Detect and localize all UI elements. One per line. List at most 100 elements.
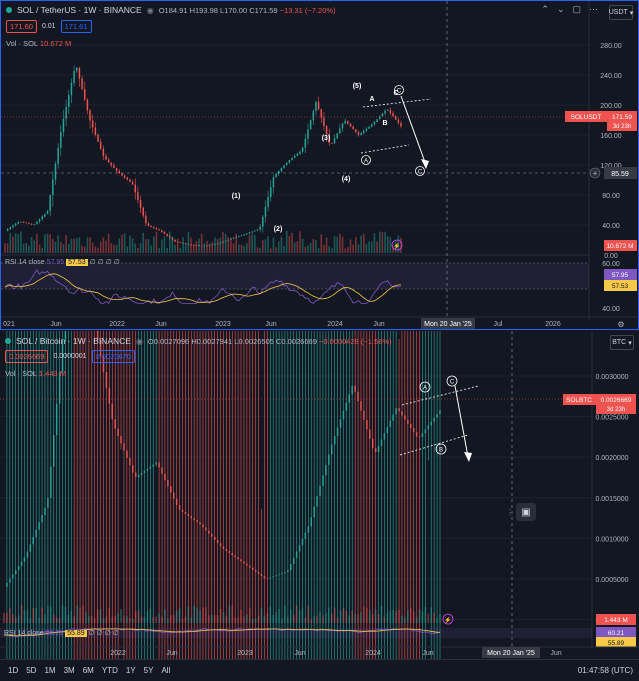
volume-legend-btc[interactable]: Vol · SOL 1.443 M xyxy=(5,369,67,378)
solbtc-candle xyxy=(47,497,49,508)
symbol-price-tag-bg xyxy=(565,111,607,122)
solusdt-candle xyxy=(214,244,216,245)
ask-price-btc[interactable]: 0.0026670 xyxy=(91,350,135,363)
arrow-down-icon[interactable]: ⌄ xyxy=(556,4,565,14)
timeframe-1m[interactable]: 1M xyxy=(44,666,56,675)
rsi-tag2-bg xyxy=(596,637,636,647)
solusdt-candle xyxy=(259,226,261,230)
solbtc-candle xyxy=(32,536,35,545)
solbtc-candle xyxy=(175,498,178,506)
solbtc-volume-bar xyxy=(9,607,11,623)
chart-pane-solbtc[interactable]: 0.0030000 0.0025000 0.0020000 0.0015000 0.00… xyxy=(0,331,639,659)
solbtc-candle xyxy=(313,506,315,518)
solbtc-candle xyxy=(178,505,181,510)
solbtc-volume-bar xyxy=(76,605,78,623)
volume-legend[interactable]: Vol · SOL 10.672 M xyxy=(6,39,72,48)
solbtc-volume-bar xyxy=(348,615,351,623)
solbtc-candle xyxy=(23,557,26,562)
solbtc-volume-bar xyxy=(61,605,64,623)
timeframe-5d[interactable]: 5D xyxy=(26,666,37,675)
solbtc-volume-bar xyxy=(383,616,386,623)
ask-price[interactable]: 171.61 xyxy=(60,20,92,33)
currency-select-btc[interactable]: BTC ▾ xyxy=(610,335,634,350)
symbol-legend-btc[interactable]: SOL / Bitcoin · 1W · BINANCE ◉ O0.002709… xyxy=(5,336,392,346)
solusdt-volume-bar xyxy=(57,235,59,253)
solusdt-volume-bar xyxy=(315,240,317,253)
solusdt-candle xyxy=(272,177,275,188)
timeframe-5y[interactable]: 5Y xyxy=(143,666,154,675)
market-status-icon xyxy=(5,338,11,344)
solbtc-candle xyxy=(237,557,239,560)
solbtc-candle xyxy=(266,578,269,579)
solusdt-candle xyxy=(216,243,219,245)
solusdt-volume-bar xyxy=(105,240,107,253)
currency-select[interactable]: USDT ▾ xyxy=(609,5,633,20)
timeframe-3m[interactable]: 3M xyxy=(63,666,75,675)
arrow-up-icon[interactable]: ⌃ xyxy=(541,4,549,14)
solbtc-candle xyxy=(301,538,304,546)
eye-icon[interactable]: ◉ xyxy=(135,336,143,346)
screenshot-image-icon[interactable]: ▣ xyxy=(516,503,536,521)
bid-price-btc[interactable]: 0.0026669 xyxy=(5,350,49,363)
bid-price[interactable]: 171.60 xyxy=(6,20,37,33)
symbol-legend[interactable]: SOL / TetherUS · 1W · BINANCE ◉ O184.91 … xyxy=(6,5,336,15)
solbtc-volume-bar xyxy=(412,611,415,623)
timeframe-1d[interactable]: 1D xyxy=(8,666,19,675)
wave-label: B xyxy=(382,120,387,127)
solbtc-candle xyxy=(146,468,149,471)
solusdt-volume-bar xyxy=(139,243,142,253)
spread-value: 0.01 xyxy=(41,23,56,30)
solusdt-candle xyxy=(211,244,214,246)
solbtc-volume-bar xyxy=(281,618,283,623)
solusdt-volume-bar xyxy=(376,241,378,253)
wave-label: (1) xyxy=(232,193,241,200)
solbtc-candle xyxy=(9,578,11,583)
solusdt-volume-bar xyxy=(227,237,230,253)
solbtc-candle xyxy=(143,470,146,473)
rsi-legend[interactable]: RSI 14 close 57.95 57.53 ∅ ∅ ∅ ∅ xyxy=(5,259,120,266)
solusdt-volume-bar xyxy=(22,243,25,253)
solbtc-chart-canvas[interactable]: 0.0030000 0.0025000 0.0020000 0.0015000 0.00… xyxy=(0,331,639,659)
timeframe-ytd[interactable]: YTD xyxy=(101,666,118,675)
eye-icon[interactable]: ◉ xyxy=(146,5,154,15)
maximize-icon[interactable]: ▢ xyxy=(572,4,581,14)
timeframe-all[interactable]: All xyxy=(161,666,171,675)
solusdt-candle xyxy=(161,230,163,232)
solbtc-candle xyxy=(427,425,430,430)
solbtc-volume-bar xyxy=(371,613,374,623)
chart-pane-solusdt[interactable]: 280.00 240.00 200.00 160.00 120.00 80.00 40.00… xyxy=(0,0,639,330)
time-tick-label: 2022 xyxy=(109,321,125,328)
solusdt-candle xyxy=(386,109,389,111)
rsi-tag2: 57.53 xyxy=(612,283,629,290)
timeframe-1y[interactable]: 1Y xyxy=(125,666,136,675)
solusdt-candle xyxy=(131,181,134,185)
solusdt-candle xyxy=(17,221,20,224)
solbtc-candle xyxy=(29,544,32,552)
solusdt-volume-bar xyxy=(347,247,349,253)
solusdt-candle xyxy=(347,120,349,124)
solusdt-candle xyxy=(240,235,243,237)
settings-gear-icon: ⚙ xyxy=(617,320,624,329)
solbtc-candle xyxy=(263,576,266,579)
solusdt-candle xyxy=(169,235,171,238)
solusdt-candle xyxy=(70,83,73,95)
symbol-title[interactable]: SOL / TetherUS · 1W · BINANCE xyxy=(17,5,142,15)
solusdt-volume-bar xyxy=(381,232,384,253)
solbtc-candle xyxy=(287,570,289,573)
solbtc-volume-bar xyxy=(140,616,143,623)
timeframe-toolbar: 1D 5D 1M 3M 6M YTD 1Y 5Y All 01:47:58 (U… xyxy=(0,659,639,681)
solusdt-volume-bar xyxy=(394,240,397,253)
solusdt-chart-canvas[interactable]: 280.00 240.00 200.00 160.00 120.00 80.00 40.00… xyxy=(1,1,638,329)
solusdt-candle xyxy=(182,242,184,244)
solusdt-volume-bar xyxy=(78,237,81,253)
symbol-title-btc[interactable]: SOL / Bitcoin · 1W · BINANCE xyxy=(16,336,131,346)
timeframe-6m[interactable]: 6M xyxy=(82,666,94,675)
solbtc-candle xyxy=(164,473,166,481)
more-icon[interactable]: ⋯ xyxy=(589,4,598,14)
solbtc-volume-bar xyxy=(3,612,5,623)
rsi-legend-btc[interactable]: RSI 14 close 60.21 55.89 ∅ ∅ ∅ ∅ xyxy=(4,630,119,637)
utc-clock[interactable]: 01:47:58 (UTC) xyxy=(577,666,633,675)
solusdt-volume-bar xyxy=(20,231,22,253)
solusdt-candle xyxy=(304,138,307,148)
drag-handle-icon[interactable]: ⋮⋮ xyxy=(506,508,522,517)
